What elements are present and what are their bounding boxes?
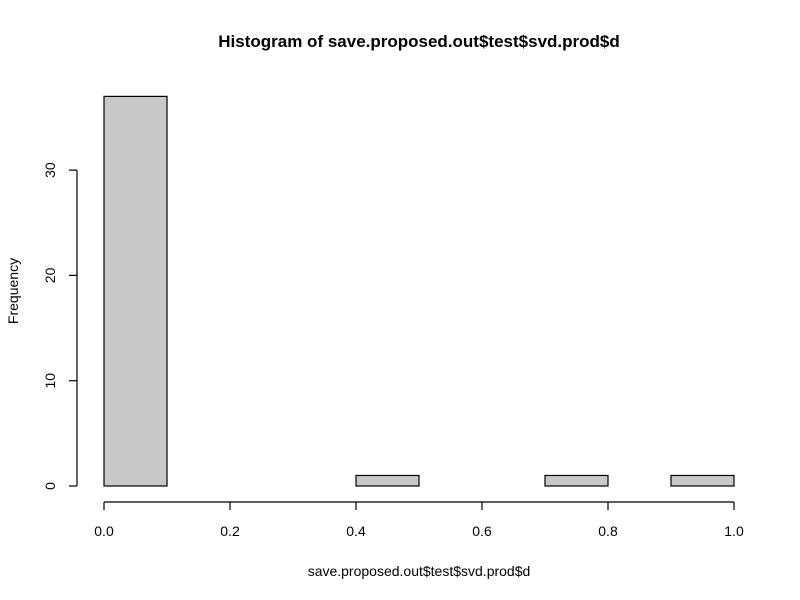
y-axis-label: Frequency [5, 258, 21, 324]
y-axis: 0 10 20 30 [42, 162, 78, 490]
y-tick-label: 30 [42, 162, 58, 178]
x-tick-label: 0.6 [472, 523, 492, 539]
y-tick-label: 10 [42, 373, 58, 389]
histogram-bar-4 [355, 474, 420, 487]
histogram-bar-9 [670, 474, 735, 487]
y-tick-label: 0 [42, 482, 58, 490]
x-tick-label: 1.0 [724, 523, 744, 539]
histogram-bars [103, 95, 735, 487]
x-tick-label: 0.0 [94, 523, 114, 539]
x-tick-label: 0.4 [346, 523, 366, 539]
x-axis-label: save.proposed.out$test$svd.prod$d [308, 563, 531, 579]
x-axis: 0.0 0.2 0.4 0.6 0.8 1.0 [94, 501, 744, 539]
x-tick-label: 0.2 [220, 523, 240, 539]
chart-title: Histogram of save.proposed.out$test$svd.… [218, 32, 619, 51]
x-tick-label: 0.8 [598, 523, 618, 539]
histogram-bar-7 [544, 474, 609, 487]
histogram-bar-0 [103, 95, 168, 487]
y-tick-label: 20 [42, 267, 58, 283]
